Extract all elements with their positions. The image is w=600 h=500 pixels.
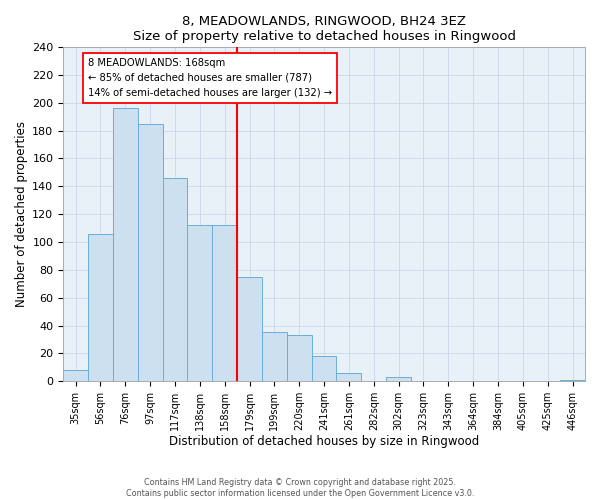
X-axis label: Distribution of detached houses by size in Ringwood: Distribution of detached houses by size …	[169, 434, 479, 448]
Bar	[163, 178, 187, 381]
Bar	[262, 332, 287, 381]
Bar	[63, 370, 88, 381]
Bar	[237, 277, 262, 381]
Bar	[113, 108, 137, 381]
Title: 8, MEADOWLANDS, RINGWOOD, BH24 3EZ
Size of property relative to detached houses : 8, MEADOWLANDS, RINGWOOD, BH24 3EZ Size …	[133, 15, 515, 43]
Y-axis label: Number of detached properties: Number of detached properties	[15, 121, 28, 307]
Bar	[560, 380, 585, 381]
Bar	[386, 377, 411, 381]
Text: Contains HM Land Registry data © Crown copyright and database right 2025.
Contai: Contains HM Land Registry data © Crown c…	[126, 478, 474, 498]
Text: 8 MEADOWLANDS: 168sqm
← 85% of detached houses are smaller (787)
14% of semi-det: 8 MEADOWLANDS: 168sqm ← 85% of detached …	[88, 58, 332, 98]
Bar	[311, 356, 337, 381]
Bar	[137, 124, 163, 381]
Bar	[337, 373, 361, 381]
Bar	[88, 234, 113, 381]
Bar	[287, 336, 311, 381]
Bar	[187, 225, 212, 381]
Bar	[212, 225, 237, 381]
